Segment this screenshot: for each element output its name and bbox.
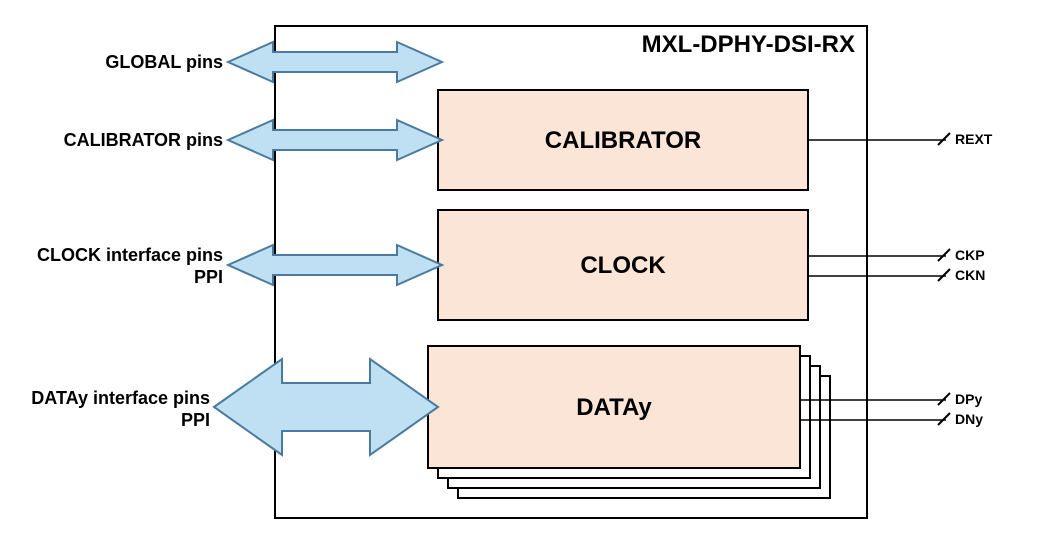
ckn-pin-label: CKN: [955, 267, 985, 283]
dpy-pin-label: DPy: [955, 391, 982, 407]
data-pins-label-1: DATAy interface pins: [31, 388, 210, 408]
data-block-label: DATAy: [576, 394, 652, 421]
ckp-pin-label: CKP: [955, 247, 985, 263]
rext-pin-label: REXT: [955, 131, 993, 147]
dny-pin-label: DNy: [955, 411, 983, 427]
data-pins-label-2: PPI: [181, 410, 210, 430]
global-pins-label: GLOBAL pins: [105, 52, 223, 72]
clock-block-label: CLOCK: [580, 252, 666, 279]
diagram-canvas: MXL-DPHY-DSI-RX CALIBRATOR CLOCK DATAy G…: [0, 0, 1044, 544]
clock-pins-label-2: PPI: [194, 267, 223, 287]
diagram-svg: MXL-DPHY-DSI-RX CALIBRATOR CLOCK DATAy G…: [0, 0, 1044, 544]
calibrator-block-label: CALIBRATOR: [545, 127, 701, 154]
diagram-title: MXL-DPHY-DSI-RX: [642, 31, 855, 58]
clock-pins-label-1: CLOCK interface pins: [37, 245, 223, 265]
calibrator-pins-label: CALIBRATOR pins: [64, 130, 223, 150]
